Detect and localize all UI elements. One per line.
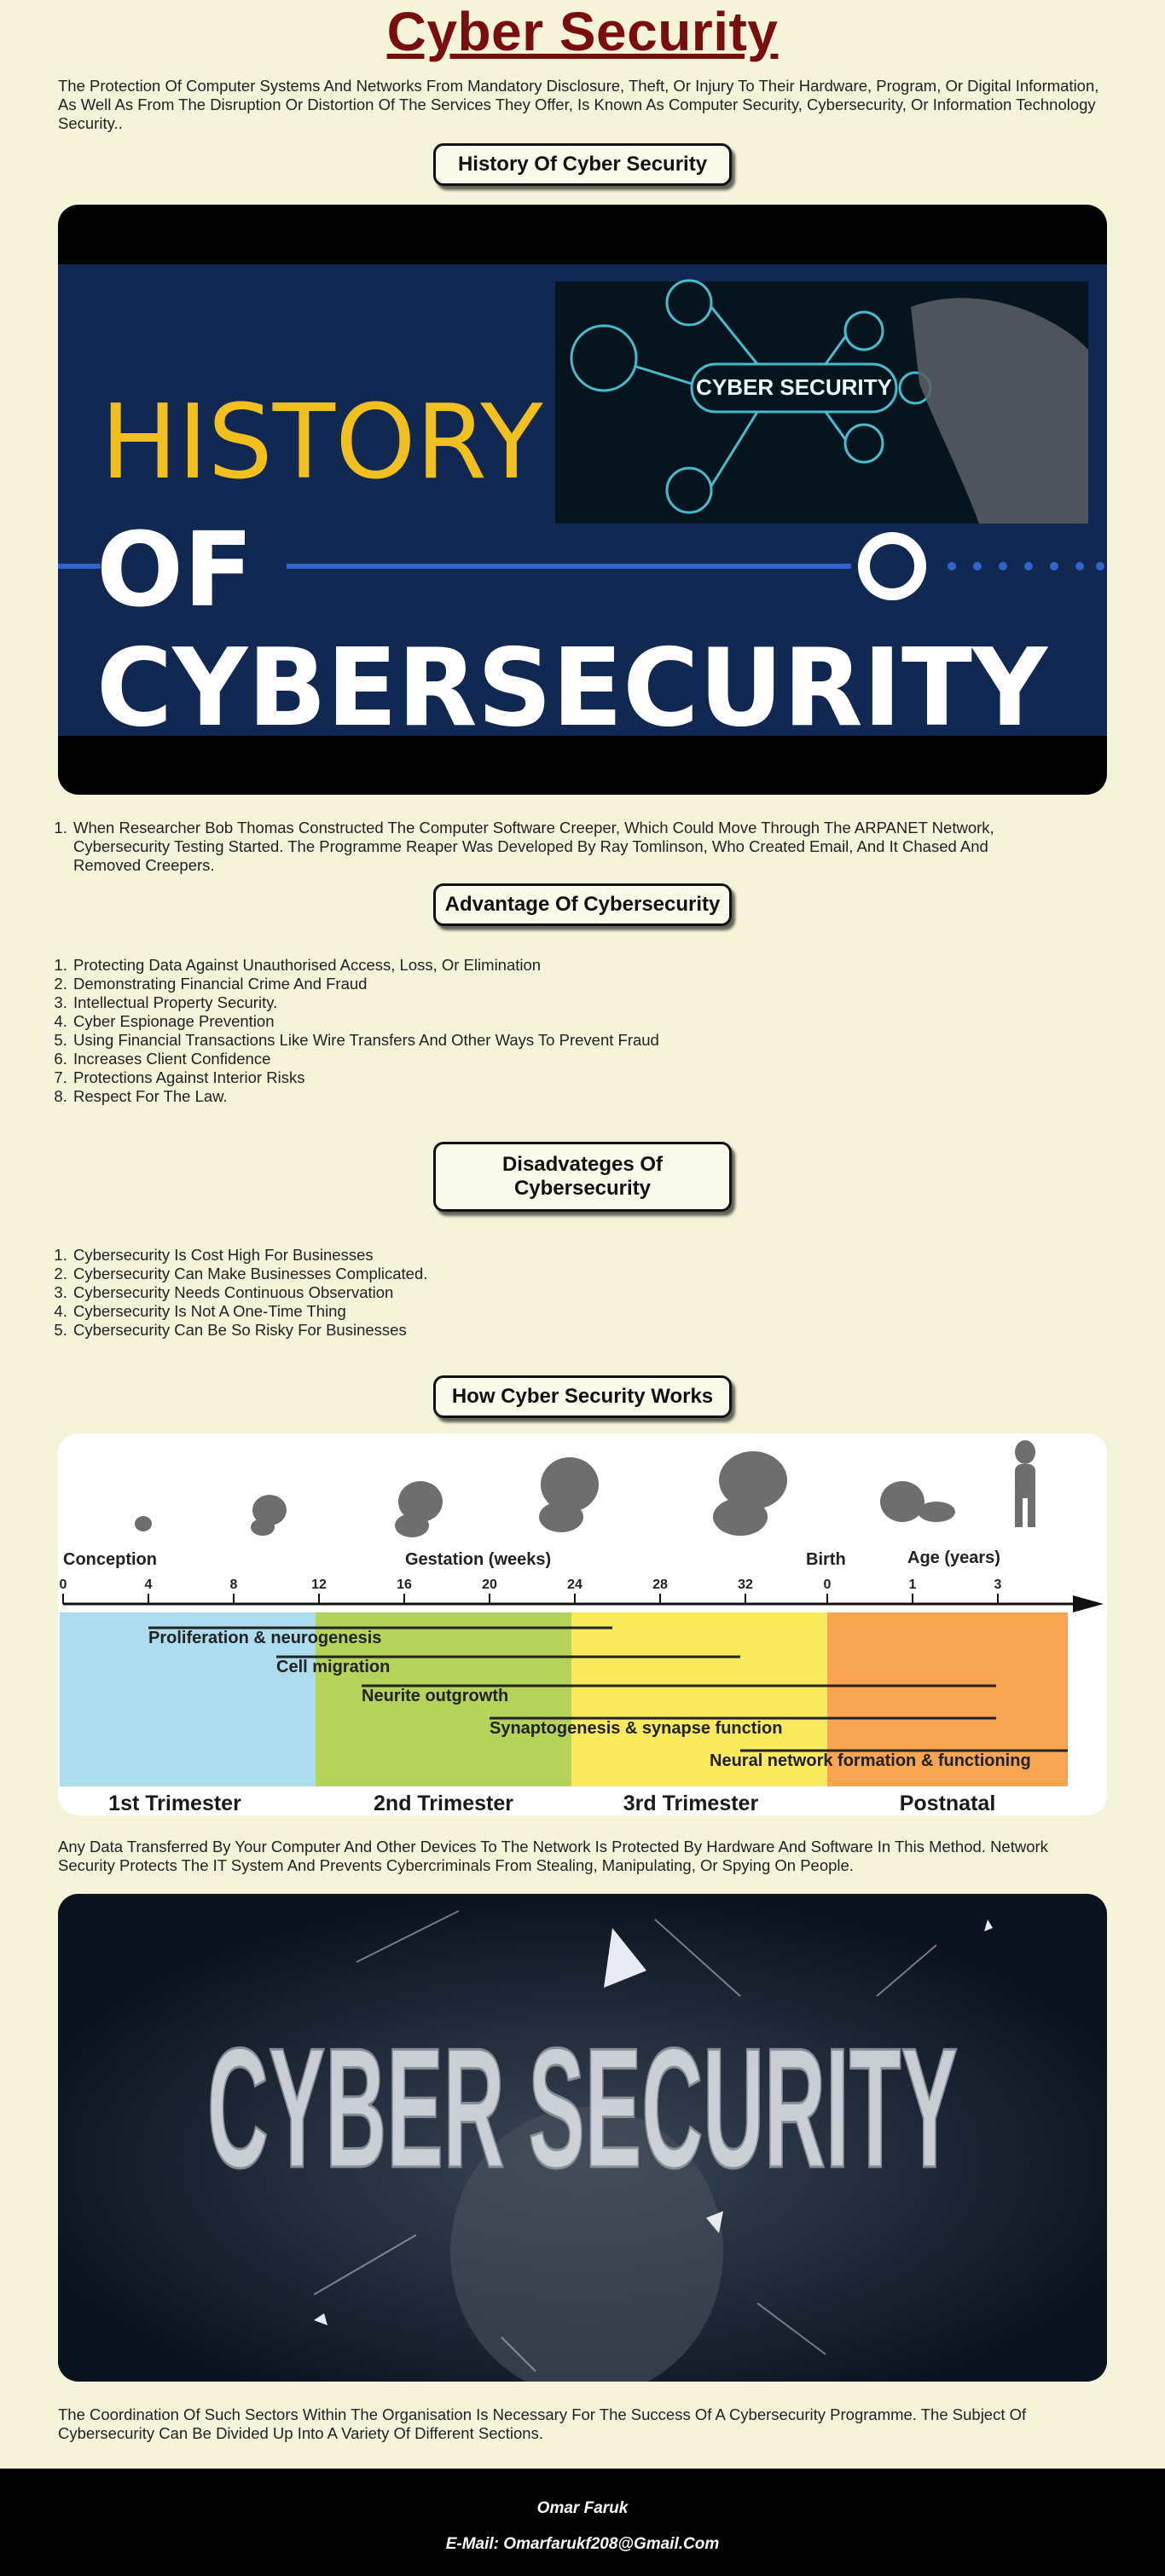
how-it-works-button[interactable]: How Cyber Security Works <box>433 1375 732 1418</box>
week-tick-label: 12 <box>311 1577 327 1592</box>
author-email[interactable]: E-Mail: Omarfarukf208@Gmail.Com <box>445 2535 720 2553</box>
period-third <box>571 1612 827 1786</box>
list-item: Cybersecurity Can Be So Risky For Busine… <box>72 1321 1029 1340</box>
week-tick-label: 32 <box>738 1577 753 1592</box>
art-label: CYBER SECURITY <box>207 2013 958 2203</box>
works-paragraph: Any Data Transferred By Your Computer An… <box>58 1838 1048 1874</box>
inset-label: CYBER SECURITY <box>696 374 892 400</box>
list-item: Using Financial Transactions Like Wire T… <box>72 1031 1029 1050</box>
week-tick-label: 0 <box>60 1577 67 1592</box>
week-tick-label: 24 <box>567 1577 582 1592</box>
period-label: 1st Trimester <box>108 1792 241 1815</box>
list-item: Protections Against Interior Risks <box>72 1068 1029 1087</box>
list-item: When Researcher Bob Thomas Constructed T… <box>72 819 1029 875</box>
history-banner-image: CYBER SECURITY HISTORY OF CYBERSECURITY <box>58 205 1107 795</box>
author-name: Omar Faruk <box>536 2499 629 2517</box>
list-item: Cybersecurity Is Not A One-Time Thing <box>72 1302 1029 1321</box>
list-item: Cybersecurity Is Cost High For Businesse… <box>72 1246 1029 1265</box>
banner-word-cybersecurity: CYBERSECURITY <box>96 625 1049 750</box>
advantages-list: Protecting Data Against Unauthorised Acc… <box>0 956 1165 1106</box>
period-label: 3rd Trimester <box>623 1792 759 1815</box>
week-tick-label: 4 <box>145 1577 153 1592</box>
page-footer: Omar Faruk E-Mail: Omarfarukf208@Gmail.C… <box>0 2469 1165 2576</box>
process-label: Synaptogenesis & synapse function <box>490 1719 782 1738</box>
list-item: Intellectual Property Security. <box>72 993 1029 1012</box>
disadvantage-button[interactable]: Disadvateges Of Cybersecurity <box>433 1142 732 1212</box>
week-tick-label: 16 <box>397 1577 412 1592</box>
closing-paragraph: The Coordination Of Such Sectors Within … <box>58 2405 1027 2442</box>
period-second <box>316 1612 571 1786</box>
list-item: Cyber Espionage Prevention <box>72 1012 1029 1031</box>
age-label: Age (years) <box>907 1548 1000 1567</box>
list-item: Increases Client Confidence <box>72 1050 1029 1068</box>
list-item: Respect For The Law. <box>72 1087 1029 1106</box>
period-label: Postnatal <box>900 1792 996 1815</box>
cyber-security-art-image: CYBER SECURITY <box>58 1894 1107 2382</box>
age-tick-label: 0 <box>824 1577 832 1592</box>
intro-paragraph: The Protection Of Computer Systems And N… <box>58 77 1099 132</box>
banner-word-of: OF <box>96 512 253 630</box>
gestation-label: Gestation (weeks) <box>405 1550 551 1569</box>
week-tick-label: 8 <box>230 1577 238 1592</box>
fetus-silhouettes <box>135 1440 1035 1537</box>
period-label: 2nd Trimester <box>374 1792 513 1815</box>
banner-word-history: HISTORY <box>101 384 543 502</box>
process-label: Neural network formation & functioning <box>710 1751 1031 1770</box>
page-title: Cyber Security <box>386 1 779 62</box>
age-tick-label: 1 <box>909 1577 917 1592</box>
development-timeline-diagram: Conception Gestation (weeks) Birth Age (… <box>58 1433 1107 1815</box>
period-first <box>60 1612 316 1786</box>
list-item: Demonstrating Financial Crime And Fraud <box>72 975 1029 993</box>
history-list: When Researcher Bob Thomas Constructed T… <box>0 819 1165 875</box>
age-tick-label: 3 <box>994 1577 1002 1592</box>
process-label: Cell migration <box>276 1658 390 1676</box>
week-tick-label: 20 <box>482 1577 497 1592</box>
disadvantages-list: Cybersecurity Is Cost High For Businesse… <box>0 1246 1165 1340</box>
period-postnatal <box>827 1612 1068 1786</box>
list-item: Protecting Data Against Unauthorised Acc… <box>72 956 1029 975</box>
week-tick-label: 28 <box>652 1577 668 1592</box>
axis-arrow-icon <box>1073 1595 1104 1612</box>
conception-label: Conception <box>63 1550 157 1569</box>
birth-label: Birth <box>806 1550 846 1569</box>
history-button[interactable]: History Of Cyber Security <box>433 143 732 186</box>
list-item: Cybersecurity Can Make Businesses Compli… <box>72 1265 1029 1283</box>
process-label: Proliferation & neurogenesis <box>148 1629 381 1647</box>
process-label: Neurite outgrowth <box>362 1687 508 1705</box>
advantage-button[interactable]: Advantage Of Cybersecurity <box>433 883 732 926</box>
list-item: Cybersecurity Needs Continuous Observati… <box>72 1283 1029 1302</box>
